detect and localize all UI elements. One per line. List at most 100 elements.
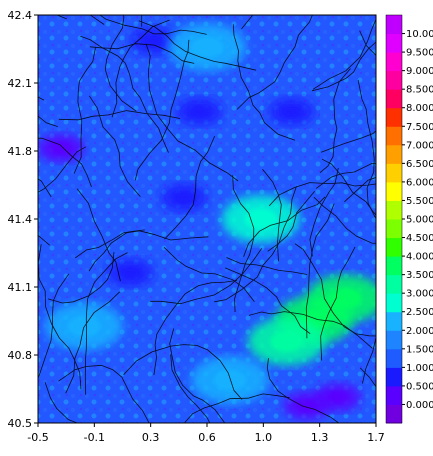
colorbar: 0.000 0.500 1.000 1.500 2.000 2.500 3.000 3.500… (385, 14, 433, 424)
streamline (111, 19, 170, 118)
colorbar-segment (386, 293, 402, 313)
x-tick-label: 0.6 (198, 431, 216, 444)
colorbar-segment (386, 126, 402, 146)
streamline (224, 267, 311, 335)
field-feature-core-1 (189, 105, 210, 118)
streamline (305, 203, 335, 339)
y-tick-label: 42.4 (8, 9, 33, 22)
x-tick-label: -0.5 (27, 431, 48, 444)
streamline (232, 24, 296, 141)
colorbar-label: 10.00 (406, 29, 433, 40)
colorbar-label: 4.000 (406, 252, 433, 263)
streamline (138, 20, 257, 71)
colorbar-label: 9.000 (406, 66, 433, 77)
streamline (76, 188, 121, 282)
streamline (183, 393, 290, 423)
streamline (88, 95, 141, 197)
x-tick-label: 1.3 (311, 431, 329, 444)
plot-texture (38, 15, 376, 423)
colorbar-label: 7.500 (406, 122, 433, 133)
colorbar-label: 6.000 (406, 177, 433, 188)
colorbar-segment (386, 348, 402, 368)
streamline (294, 243, 376, 337)
colorbar-segment (386, 33, 402, 53)
streamline (359, 367, 376, 388)
streamline (163, 247, 255, 302)
colorbar-segment (386, 107, 402, 127)
colorbar-label: 9.500 (406, 48, 433, 59)
y-tick-label: 41.8 (8, 145, 33, 158)
streamline (226, 257, 308, 275)
colorbar-label: 6.500 (406, 159, 433, 170)
streamline (145, 43, 239, 182)
colorbar-segment (386, 70, 402, 90)
colorbar-label: 5.500 (406, 196, 433, 207)
streamline (65, 291, 120, 394)
field-feature-core-2 (281, 105, 302, 118)
streamline (38, 244, 82, 390)
streamline (58, 110, 180, 121)
colorbar-label: 1.000 (406, 363, 433, 374)
streamline (47, 252, 115, 304)
colorbar-segment (386, 404, 402, 424)
y-tick-label: 40.5 (8, 417, 33, 430)
x-tick-label: 0.3 (142, 431, 160, 444)
streamline (134, 39, 190, 181)
streamline (38, 115, 58, 127)
field-feature-core-5 (120, 266, 141, 279)
colorbar-segment (386, 385, 402, 405)
colorbar-segment (386, 256, 402, 276)
x-tick-label: 1.7 (367, 431, 385, 444)
y-tick-label: 41.1 (8, 281, 33, 294)
colorbar-segment (386, 181, 402, 201)
field-feature-core-11 (270, 330, 304, 352)
colorbar-segment (386, 144, 402, 164)
streamline (80, 35, 169, 153)
streamline (315, 162, 376, 189)
y-axis: 40.5 40.8 41.1 41.4 41.8 42.1 42.4 (8, 9, 38, 430)
streamline (268, 182, 376, 207)
colorbar-label: 3.500 (406, 270, 433, 281)
colorbar-segment (386, 311, 402, 331)
colorbar-label: 2.500 (406, 307, 433, 318)
streamline (123, 344, 243, 400)
x-axis: -0.5 -0.1 0.3 0.6 1.0 1.3 1.7 (27, 423, 385, 444)
colorbar-segment (386, 330, 402, 350)
streamline (266, 358, 340, 423)
y-tick-label: 40.8 (8, 349, 33, 362)
colorbar-label: 5.000 (406, 215, 433, 226)
streamline (164, 135, 216, 240)
streamline (344, 177, 376, 203)
colorbar-segment (386, 219, 402, 239)
streamline (38, 96, 45, 101)
streamline (321, 130, 376, 153)
colorbar-label: 0.000 (406, 400, 433, 411)
streamline (312, 18, 376, 90)
colorbar-segment (386, 89, 402, 109)
streamline (232, 175, 255, 313)
field-feature-core-0 (143, 34, 164, 48)
field-feature-core-8 (244, 208, 278, 230)
colorbar-segment (386, 237, 402, 257)
streamline (38, 137, 92, 187)
colorbar-segment (386, 52, 402, 72)
colorbar-label: 0.500 (406, 381, 433, 392)
colorbar-label: 2.000 (406, 326, 433, 337)
x-tick-label: 1.0 (255, 431, 273, 444)
colorbar-segment (386, 274, 402, 294)
streamline (169, 328, 226, 423)
colorbar-label: 8.000 (406, 103, 433, 114)
streamline (74, 229, 145, 259)
streamline (267, 191, 316, 252)
colorbar-segment (386, 163, 402, 183)
streamline (320, 246, 356, 361)
field-feature-core-12 (213, 369, 247, 391)
field-feature-core-6 (327, 390, 348, 404)
streamline (58, 364, 150, 423)
streamline (313, 196, 376, 244)
streamline (104, 15, 137, 112)
y-tick-label: 41.4 (8, 213, 33, 226)
colorbar-label: 8.500 (406, 85, 433, 96)
